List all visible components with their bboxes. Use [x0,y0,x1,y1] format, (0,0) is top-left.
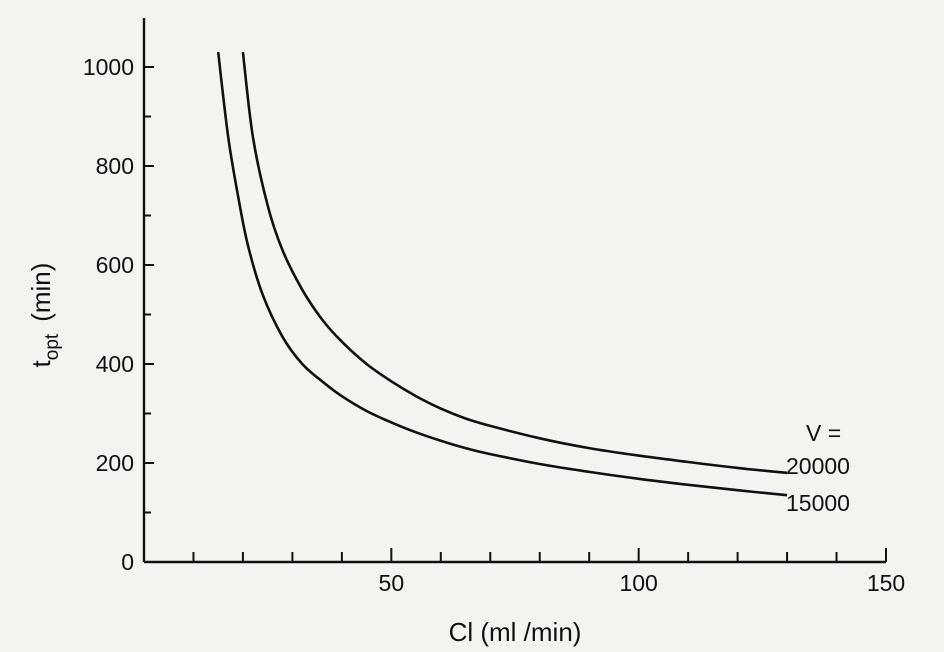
y-axis-title: topt (min) [26,263,63,368]
y-axis-title-unit: (min) [26,263,56,322]
y-tick-label-1000: 1000 [83,54,134,80]
y-axis-title-base: t [26,359,56,367]
y-tick-label-200: 200 [96,450,134,476]
legend-label-20000: 20000 [786,453,850,479]
tick-labels: 50 100 150 0 200 400 600 800 1000 [83,54,905,596]
x-axis-title: Cl (ml /min) [449,617,582,647]
curves [216,51,788,497]
y-tick-label-600: 600 [96,252,134,278]
ticks [144,66,887,562]
x-tick-label-50: 50 [379,570,405,596]
legend: V = 20000 15000 [786,420,850,516]
x-tick-label-100: 100 [619,570,657,596]
y-axis-title-subscript: opt [42,333,63,360]
y-tick-label-400: 400 [96,351,134,377]
y-tick-label-800: 800 [96,153,134,179]
axes [142,18,886,564]
legend-header: V = [806,420,841,446]
curve-v-20000 [241,51,788,475]
legend-label-15000: 15000 [786,490,850,516]
y-tick-label-0: 0 [121,549,134,575]
curve-v-15000 [216,51,788,497]
x-tick-label-150: 150 [867,570,905,596]
